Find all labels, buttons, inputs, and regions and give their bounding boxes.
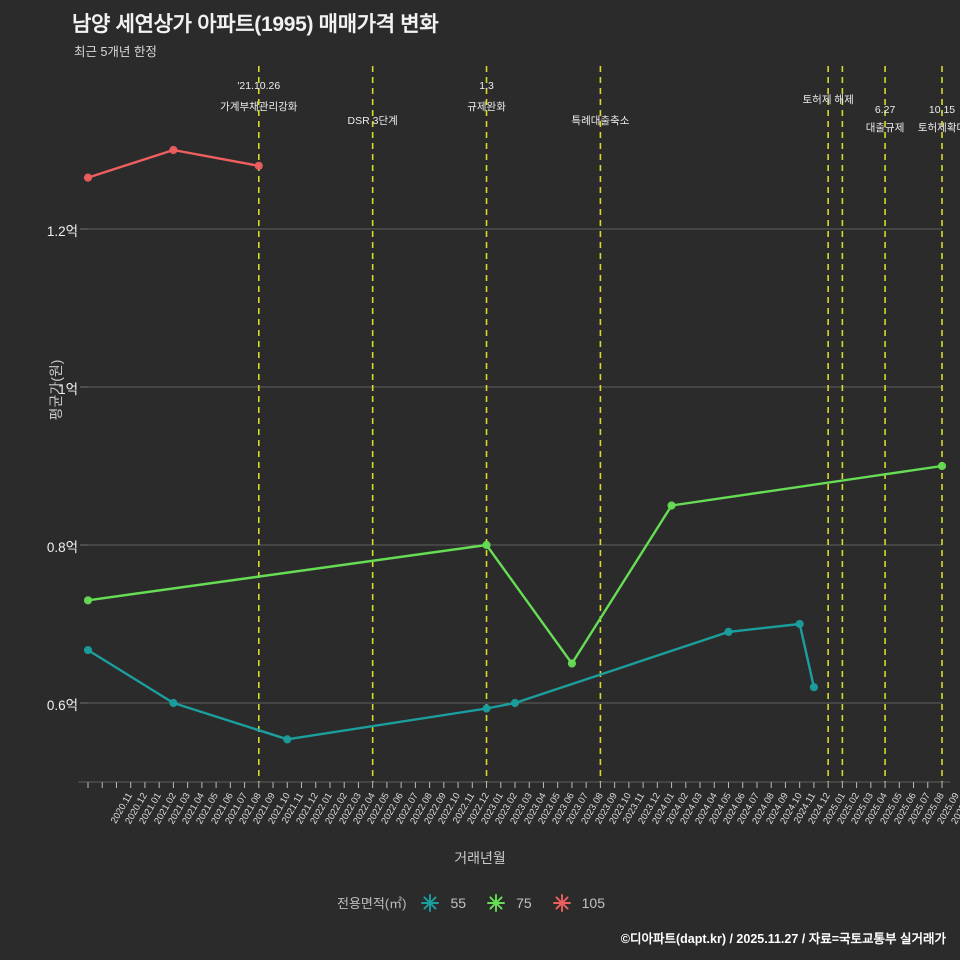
- event-name-label: 가계부채관리강화: [220, 101, 298, 113]
- gridlines: [80, 228, 942, 704]
- legend-item-label: 75: [516, 894, 532, 911]
- legend-item-label: 105: [581, 894, 605, 911]
- x-axis-label: 거래년월: [454, 850, 506, 866]
- event-name-label: 토허제확대: [917, 122, 960, 134]
- legend-title: 전용면적(㎡): [336, 896, 407, 911]
- event-lines: [257, 66, 943, 782]
- event-name-label: 토허제 해제: [802, 94, 854, 106]
- legend-marker-icon: [552, 893, 571, 912]
- legend-item[interactable]: 105: [550, 893, 605, 912]
- chart-title: 남양 세연상가 아파트(1995) 매매가격 변화: [72, 13, 439, 36]
- legend-items: 55 75 105: [418, 893, 623, 912]
- y-tick-label: 1억: [58, 382, 78, 397]
- legend-item[interactable]: 75: [484, 893, 532, 912]
- series-layer: [83, 145, 947, 744]
- event-name-label: DSR 3단계: [347, 115, 398, 127]
- legend-item[interactable]: 55: [418, 893, 467, 912]
- footer-credit: ©디아파트(dapt.kr) / 2025.11.27 / 자료=국토교통부 실…: [620, 932, 946, 946]
- event-name-label: 특례대출축소: [571, 115, 630, 127]
- event-name-label: 규제완화: [467, 101, 506, 113]
- event-date-label: 10.15: [928, 104, 956, 116]
- y-axis-label: 평균가(원): [48, 359, 64, 421]
- legend-item-label: 55: [450, 894, 467, 911]
- event-date-label: '21.10.26: [237, 80, 281, 92]
- y-tick-label: 1.2억: [46, 224, 78, 239]
- legend: 전용면적(㎡) 55 75 105: [0, 893, 960, 912]
- y-tick-label: 0.6억: [46, 698, 78, 713]
- event-date-label: 6.27: [874, 104, 896, 116]
- event-name-label: 대출규제: [865, 122, 905, 134]
- legend-marker-icon: [487, 893, 506, 912]
- x-tick-marks: [78, 781, 950, 788]
- legend-marker-icon: [421, 893, 440, 912]
- chart-subtitle: 최근 5개년 한정: [74, 45, 157, 59]
- event-date-label: 1.3: [479, 80, 494, 92]
- y-tick-label: 0.8억: [46, 540, 78, 555]
